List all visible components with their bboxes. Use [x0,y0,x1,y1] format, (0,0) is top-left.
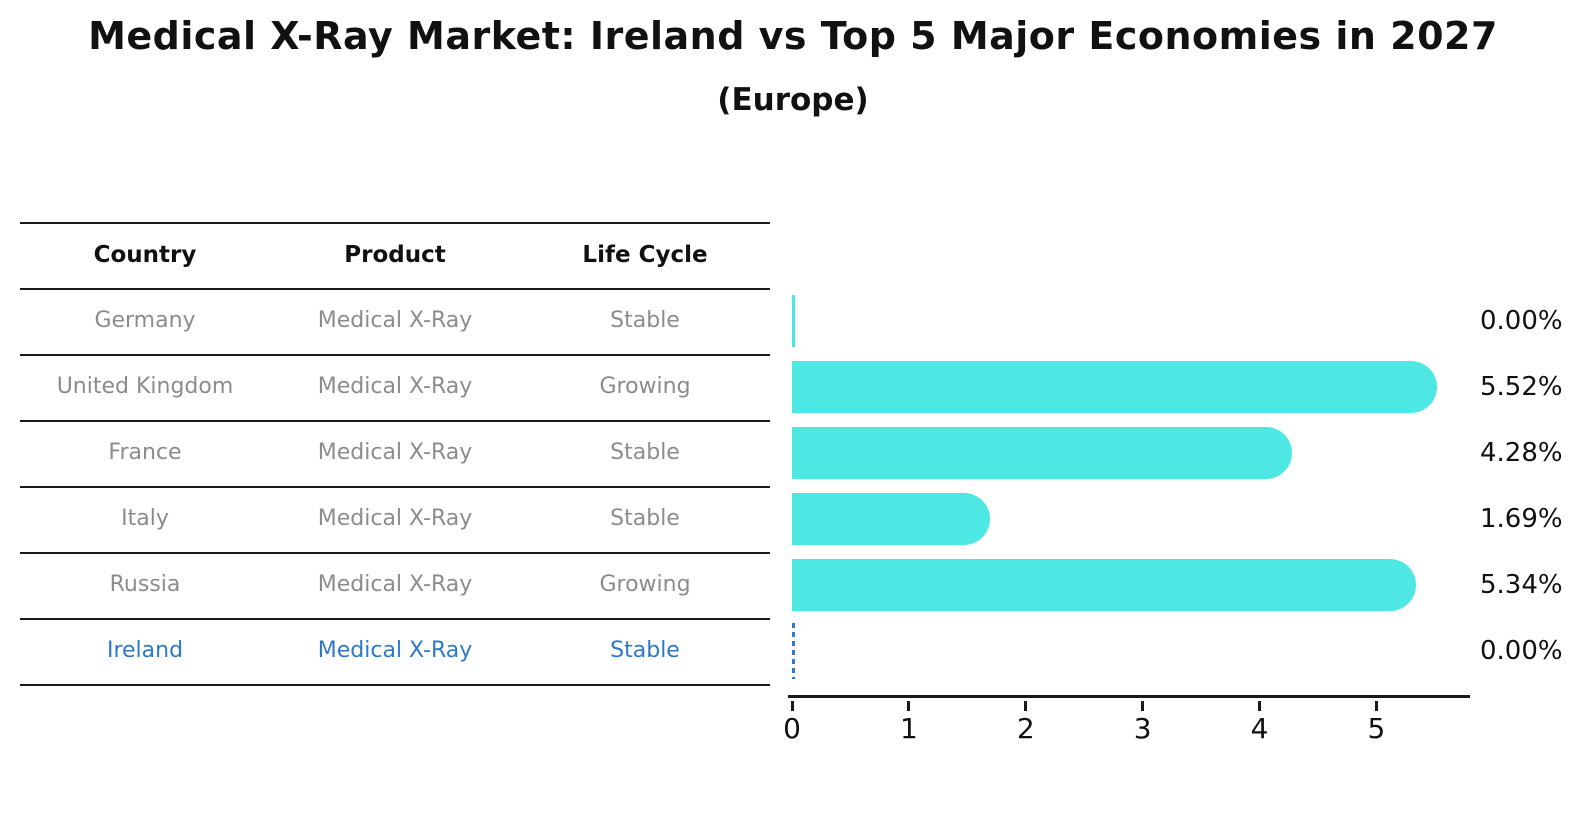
cell-country: Germany [94,308,196,333]
bar-chart: 0.00% 5.52% 4.28% 1.69% 5.34% 0.00% [792,288,1586,684]
x-tick [1141,701,1145,711]
bar-row-france: 4.28% [792,420,1586,486]
x-tick [1258,701,1262,711]
cell-product: Medical X-Ray [317,440,473,465]
value-label-ireland: 0.00% [1480,636,1563,666]
cell-life-cycle: Stable [610,440,680,465]
bar-row-ireland: 0.00% [792,618,1586,684]
x-axis: 0 1 2 3 4 5 [783,695,1470,745]
cell-life-cycle: Growing [599,572,691,597]
value-label-russia: 5.34% [1480,570,1563,600]
cell-country: United Kingdom [56,374,234,399]
chart-title: Medical X-Ray Market: Ireland vs Top 5 M… [88,14,1498,58]
cell-life-cycle: Growing [599,374,691,399]
bar-italy [792,493,990,545]
value-label-united-kingdom: 5.52% [1480,372,1563,402]
cell-product: Medical X-Ray [317,638,473,663]
cell-life-cycle: Stable [610,506,680,531]
chart-subtitle: (Europe) [717,82,869,118]
x-tick [790,701,794,711]
cell-product: Medical X-Ray [317,374,473,399]
cell-country: Ireland [106,638,184,663]
x-tick-label: 1 [899,712,918,745]
table-header-row: Country Product Life Cycle [20,224,770,290]
cell-product: Medical X-Ray [317,506,473,531]
x-tick-label: 0 [783,712,801,745]
x-tick [907,701,911,711]
value-label-italy: 1.69% [1480,504,1563,534]
bar-row-russia: 5.34% [792,552,1586,618]
column-header-country: Country [93,242,197,268]
value-label-france: 4.28% [1480,438,1563,468]
bar-row-italy: 1.69% [792,486,1586,552]
x-tick-label: 2 [1016,712,1035,745]
table-row-russia: Russia Medical X-Ray Growing [20,554,770,620]
x-tick [1374,701,1378,711]
cell-life-cycle: Stable [610,308,680,333]
x-tick-label: 5 [1367,712,1386,745]
table-row-united-kingdom: United Kingdom Medical X-Ray Growing [20,356,770,422]
cell-product: Medical X-Ray [317,308,473,333]
column-header-product: Product [344,242,446,268]
cell-product: Medical X-Ray [317,572,473,597]
bar-united-kingdom [792,361,1437,413]
cell-country: France [108,440,182,465]
bar-russia [792,559,1416,611]
bar-row-united-kingdom: 5.52% [792,354,1586,420]
bar-france [792,427,1292,479]
x-tick [1024,701,1028,711]
x-tick-label: 3 [1133,712,1152,745]
country-table: Country Product Life Cycle Germany Medic… [20,222,770,686]
table-row-germany: Germany Medical X-Ray Stable [20,290,770,356]
table-row-ireland: Ireland Medical X-Ray Stable [20,620,770,686]
cell-country: Russia [109,572,181,597]
table-row-italy: Italy Medical X-Ray Stable [20,488,770,554]
cell-life-cycle: Stable [610,638,680,663]
value-label-germany: 0.00% [1480,306,1563,336]
cell-country: Italy [121,506,169,531]
bar-germany [792,295,795,347]
bar-ireland [792,623,795,679]
column-header-life-cycle: Life Cycle [582,242,708,268]
bar-row-germany: 0.00% [792,288,1586,354]
x-tick-label: 4 [1250,712,1269,745]
table-row-france: France Medical X-Ray Stable [20,422,770,488]
